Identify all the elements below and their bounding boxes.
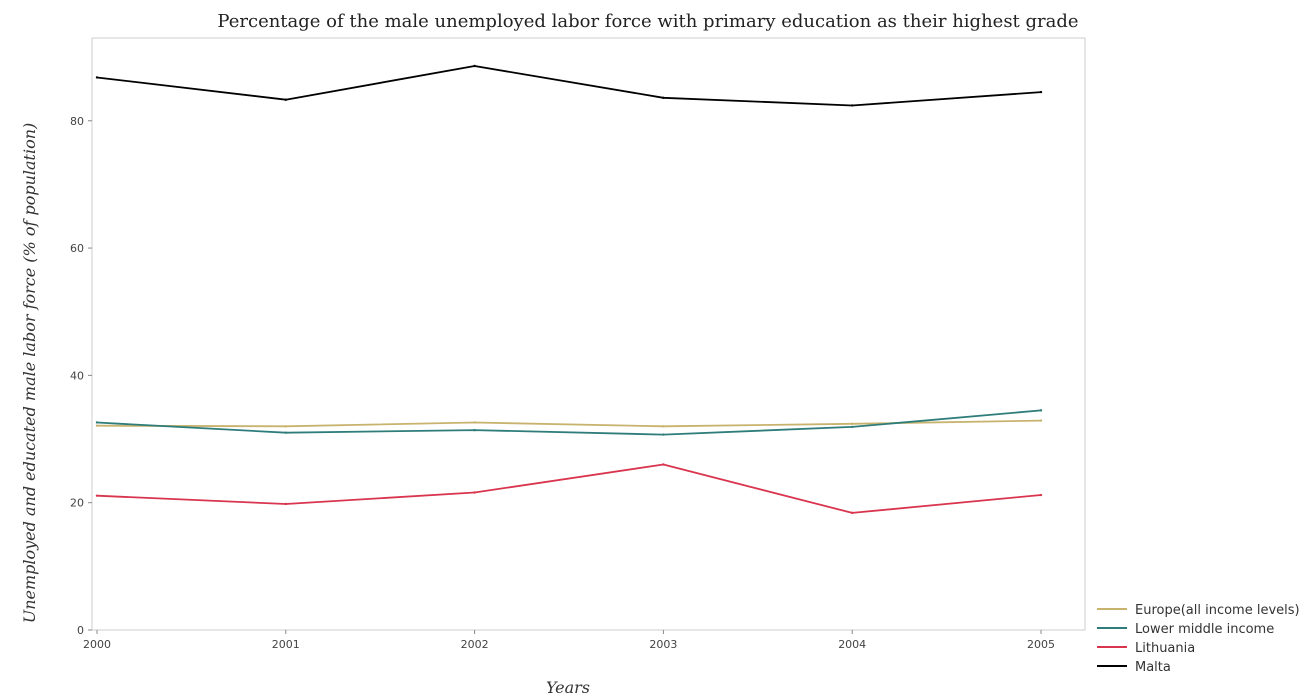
x-axis: 2000 2001 2002 2003 2004 2005 (83, 630, 1055, 651)
data-point (473, 428, 476, 432)
y-tick-label: 0 (77, 624, 84, 637)
data-point (473, 491, 476, 494)
legend: Europe(all income levels) Lower middle in… (1097, 603, 1300, 675)
data-point (662, 96, 665, 100)
y-tick-label: 60 (70, 242, 84, 255)
plot-frame (91, 37, 1086, 631)
y-axis-label: Unemployed and educated male labor force… (20, 123, 39, 624)
legend-label: Lower middle income (1135, 622, 1274, 637)
legend-label: Europe(all income levels) (1135, 603, 1300, 618)
series-line-1 (96, 409, 1042, 436)
chart-title: Percentage of the male unemployed labor … (217, 11, 1078, 32)
data-point (851, 511, 854, 515)
data-point (95, 76, 99, 79)
data-point (284, 98, 287, 101)
x-axis-label: Years (546, 678, 590, 697)
data-point (851, 104, 854, 107)
data-point (1039, 90, 1043, 94)
series-line-3 (96, 65, 1042, 107)
series-lines (95, 64, 1043, 515)
y-tick-label: 40 (70, 369, 84, 382)
x-tick-label: 2004 (838, 638, 866, 651)
x-tick-label: 2000 (83, 638, 111, 651)
data-point (284, 502, 287, 506)
data-point (851, 422, 854, 425)
x-tick-label: 2002 (461, 638, 489, 651)
y-tick-label: 20 (70, 497, 84, 510)
x-tick-label: 2003 (649, 638, 677, 651)
series-line-2 (96, 463, 1042, 514)
data-point (95, 424, 99, 427)
x-tick-label: 2005 (1027, 638, 1055, 651)
data-point (473, 421, 476, 424)
data-point (1039, 493, 1043, 497)
y-axis: 0 20 40 60 80 (70, 115, 92, 637)
data-point (1039, 419, 1043, 422)
data-point (95, 421, 99, 424)
data-point (95, 494, 99, 497)
plot-border (91, 37, 1086, 631)
data-point (284, 425, 287, 428)
data-point (662, 463, 665, 466)
legend-label: Malta (1135, 660, 1171, 675)
legend-label: Lithuania (1135, 641, 1195, 656)
data-point (284, 431, 287, 434)
data-point (851, 425, 854, 429)
x-tick-label: 2001 (272, 638, 300, 651)
data-point (1039, 409, 1043, 412)
data-point (662, 433, 665, 436)
data-point (662, 425, 665, 428)
y-tick-label: 80 (70, 115, 84, 128)
data-point (473, 64, 476, 68)
